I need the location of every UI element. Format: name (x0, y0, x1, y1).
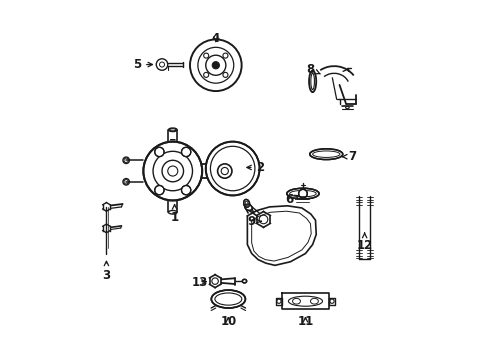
Ellipse shape (286, 188, 319, 199)
Circle shape (154, 147, 164, 157)
Ellipse shape (211, 290, 245, 308)
Circle shape (154, 185, 164, 195)
Text: 6: 6 (285, 193, 299, 206)
Text: 12: 12 (356, 233, 372, 252)
Circle shape (212, 62, 219, 69)
Circle shape (205, 141, 259, 195)
Text: 7: 7 (342, 150, 355, 163)
Text: 5: 5 (133, 58, 152, 71)
Text: 9: 9 (247, 215, 261, 228)
Circle shape (181, 185, 190, 195)
Text: 2: 2 (246, 161, 264, 174)
Text: 1: 1 (170, 205, 178, 224)
Text: 10: 10 (220, 315, 236, 328)
Circle shape (181, 147, 190, 157)
Ellipse shape (242, 279, 246, 283)
Text: 3: 3 (102, 261, 110, 282)
Text: 13: 13 (191, 276, 207, 289)
Circle shape (143, 141, 202, 201)
Text: 11: 11 (297, 315, 313, 328)
Circle shape (217, 164, 231, 178)
Ellipse shape (309, 149, 342, 159)
Text: 8: 8 (306, 63, 320, 76)
Text: 4: 4 (211, 32, 220, 45)
Circle shape (298, 189, 306, 198)
Ellipse shape (244, 204, 252, 211)
Ellipse shape (243, 199, 249, 207)
